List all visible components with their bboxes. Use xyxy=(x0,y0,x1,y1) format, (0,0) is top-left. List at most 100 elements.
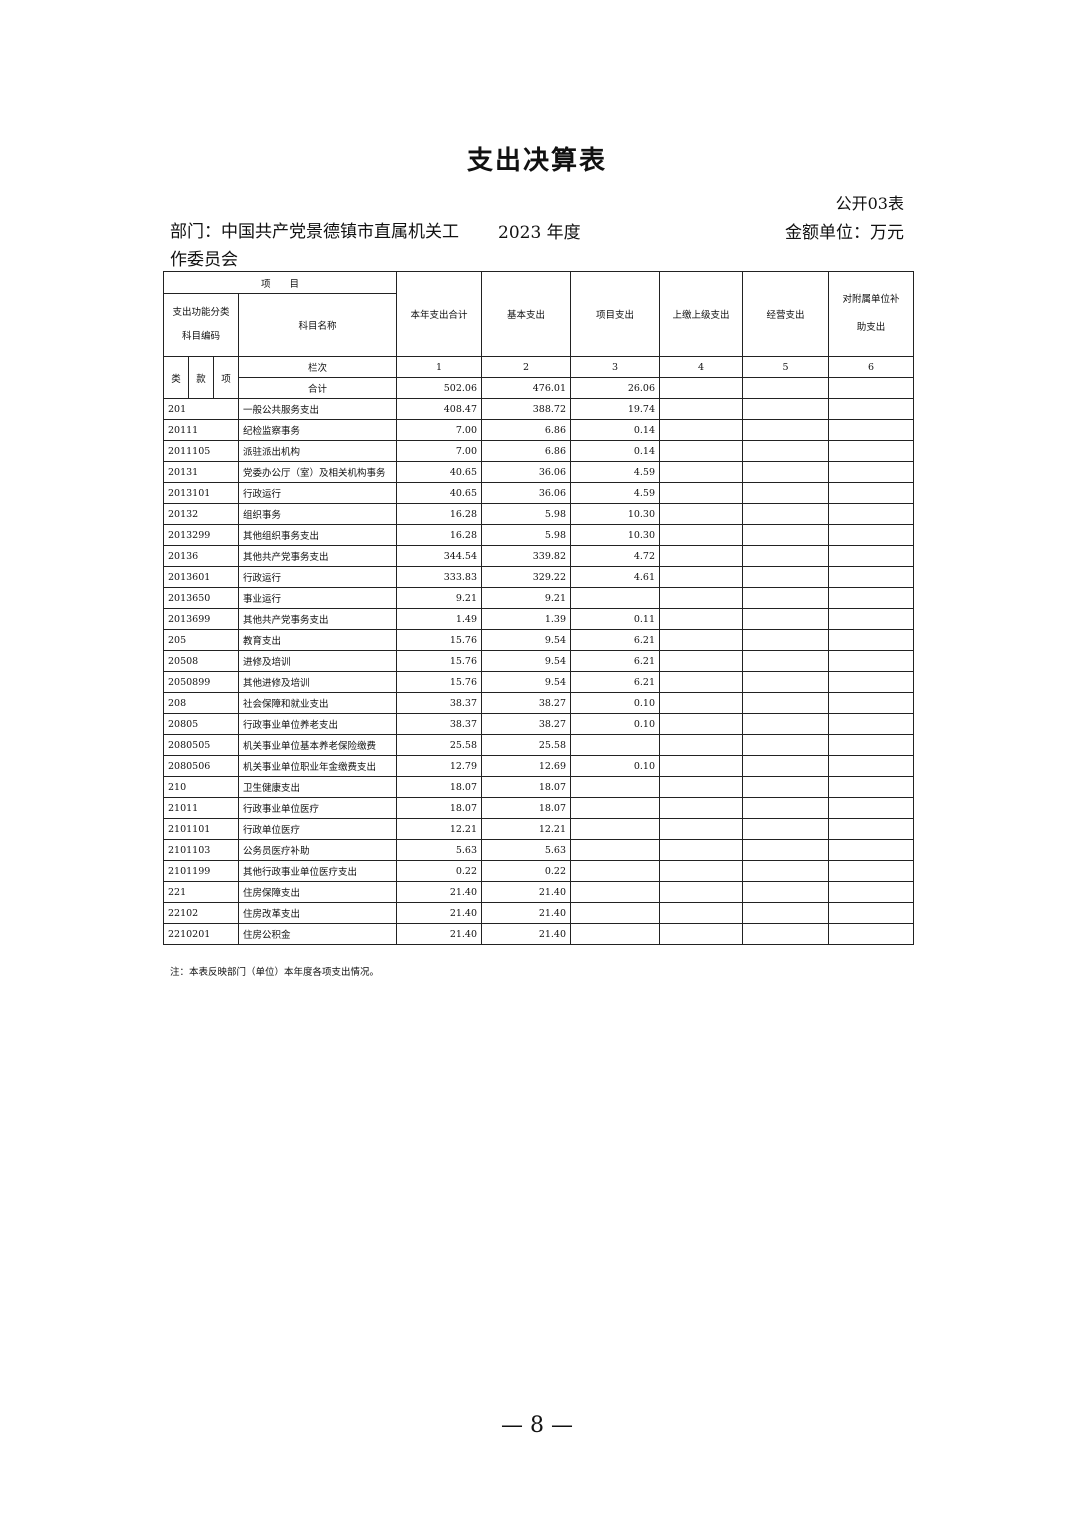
amount-cell xyxy=(659,440,744,462)
table-row: 2080505 机关事业单位基本养老保险缴费 25.58 25.58 xyxy=(163,734,915,756)
amount-cell xyxy=(570,776,661,798)
amount-cell xyxy=(742,524,830,546)
col-number-1: 1 xyxy=(396,356,483,378)
amount-cell xyxy=(659,776,744,798)
amount-cell: 9.21 xyxy=(396,587,483,609)
total-value xyxy=(659,377,744,399)
subject-code: 2013650 xyxy=(163,587,239,609)
amount-cell xyxy=(828,440,915,462)
subject-name: 派驻派出机构 xyxy=(237,440,398,462)
amount-cell xyxy=(742,398,830,420)
amount-cell: 0.22 xyxy=(481,860,572,882)
subject-name: 机关事业单位基本养老保险缴费 xyxy=(237,734,398,756)
subject-code: 22102 xyxy=(163,902,239,924)
header-xiang: 项 xyxy=(213,356,239,399)
subject-name: 行政事业单位医疗 xyxy=(237,797,398,819)
col-number-4: 4 xyxy=(659,356,744,378)
amount-cell: 18.07 xyxy=(481,776,572,798)
amount-cell: 4.59 xyxy=(570,461,661,483)
table-row: 2101199 其他行政事业单位医疗支出 0.22 0.22 xyxy=(163,860,915,882)
subject-code: 2101199 xyxy=(163,860,239,882)
subject-name: 公务员医疗补助 xyxy=(237,839,398,861)
subject-name: 社会保障和就业支出 xyxy=(237,692,398,714)
page-title: 支出决算表 xyxy=(466,146,607,176)
amount-cell: 21.40 xyxy=(396,902,483,924)
amount-cell: 388.72 xyxy=(481,398,572,420)
amount-cell xyxy=(659,923,744,945)
subject-code: 20132 xyxy=(163,503,239,525)
amount-cell xyxy=(659,398,744,420)
subject-name: 其他行政事业单位医疗支出 xyxy=(237,860,398,882)
subject-name: 卫生健康支出 xyxy=(237,776,398,798)
table-row: 22102 住房改革支出 21.40 21.40 xyxy=(163,902,915,924)
subject-name: 行政运行 xyxy=(237,482,398,504)
amount-cell: 0.14 xyxy=(570,419,661,441)
amount-cell xyxy=(659,608,744,630)
header-kuan: 款 xyxy=(188,356,214,399)
amount-cell xyxy=(742,776,830,798)
amount-cell: 21.40 xyxy=(481,881,572,903)
amount-cell: 9.54 xyxy=(481,629,572,651)
table-row: 20111 纪检监察事务 7.00 6.86 0.14 xyxy=(163,419,915,441)
amount-cell xyxy=(659,587,744,609)
amount-cell xyxy=(828,881,915,903)
amount-cell xyxy=(828,860,915,882)
amount-cell: 38.27 xyxy=(481,692,572,714)
amount-cell: 25.58 xyxy=(396,734,483,756)
subject-name: 行政单位医疗 xyxy=(237,818,398,840)
subject-name: 其他进修及培训 xyxy=(237,671,398,693)
table-body: 201 一般公共服务支出 408.47 388.72 19.74 20111 纪检监察事务 7… xyxy=(163,398,915,945)
amount-cell xyxy=(742,713,830,735)
subject-name: 住房改革支出 xyxy=(237,902,398,924)
amount-cell xyxy=(742,692,830,714)
amount-cell xyxy=(742,671,830,693)
subject-code: 2013699 xyxy=(163,608,239,630)
amount-cell: 4.59 xyxy=(570,482,661,504)
subject-name: 教育支出 xyxy=(237,629,398,651)
header-col-1: 本年支出合计 xyxy=(396,271,483,357)
header-col-2: 基本支出 xyxy=(481,271,572,357)
amount-cell: 18.07 xyxy=(396,776,483,798)
amount-cell xyxy=(828,482,915,504)
amount-cell xyxy=(570,860,661,882)
amount-cell: 36.06 xyxy=(481,461,572,483)
amount-cell xyxy=(828,755,915,777)
amount-cell: 21.40 xyxy=(481,902,572,924)
amount-cell xyxy=(659,881,744,903)
table-row: 2013699 其他共产党事务支出 1.49 1.39 0.11 xyxy=(163,608,915,630)
amount-cell xyxy=(659,713,744,735)
amount-cell xyxy=(828,587,915,609)
amount-cell: 15.76 xyxy=(396,629,483,651)
amount-cell: 333.83 xyxy=(396,566,483,588)
amount-cell xyxy=(659,650,744,672)
amount-cell: 18.07 xyxy=(396,797,483,819)
expenditure-table: 项 目 本年支出合计 基本支出 项目支出 上缴上级支出 经营支出 对附属单位补助… xyxy=(162,271,915,945)
table-row: 20805 行政事业单位养老支出 38.37 38.27 0.10 xyxy=(163,713,915,735)
amount-cell: 6.86 xyxy=(481,419,572,441)
amount-cell: 21.40 xyxy=(481,923,572,945)
total-value: 502.06 xyxy=(396,377,483,399)
amount-cell xyxy=(742,419,830,441)
table-row: 2013601 行政运行 333.83 329.22 4.61 xyxy=(163,566,915,588)
table-row: 221 住房保障支出 21.40 21.40 xyxy=(163,881,915,903)
amount-cell xyxy=(659,482,744,504)
fiscal-year: 2023 年度 xyxy=(498,223,581,243)
subject-name: 纪检监察事务 xyxy=(237,419,398,441)
header-col-5: 经营支出 xyxy=(742,271,830,357)
subject-code: 2013601 xyxy=(163,566,239,588)
table-row: 2101101 行政单位医疗 12.21 12.21 xyxy=(163,818,915,840)
table-row: 208 社会保障和就业支出 38.37 38.27 0.10 xyxy=(163,692,915,714)
table-row: 21011 行政事业单位医疗 18.07 18.07 xyxy=(163,797,915,819)
total-value xyxy=(742,377,830,399)
subject-name: 其他共产党事务支出 xyxy=(237,545,398,567)
subject-code: 2210201 xyxy=(163,923,239,945)
subject-name: 行政运行 xyxy=(237,566,398,588)
amount-cell: 6.86 xyxy=(481,440,572,462)
form-number: 公开03表 xyxy=(835,194,904,213)
amount-cell: 9.21 xyxy=(481,587,572,609)
table-row: 201 一般公共服务支出 408.47 388.72 19.74 xyxy=(163,398,915,420)
subject-code: 205 xyxy=(163,629,239,651)
amount-cell xyxy=(742,881,830,903)
amount-cell: 12.21 xyxy=(396,818,483,840)
amount-cell xyxy=(659,503,744,525)
